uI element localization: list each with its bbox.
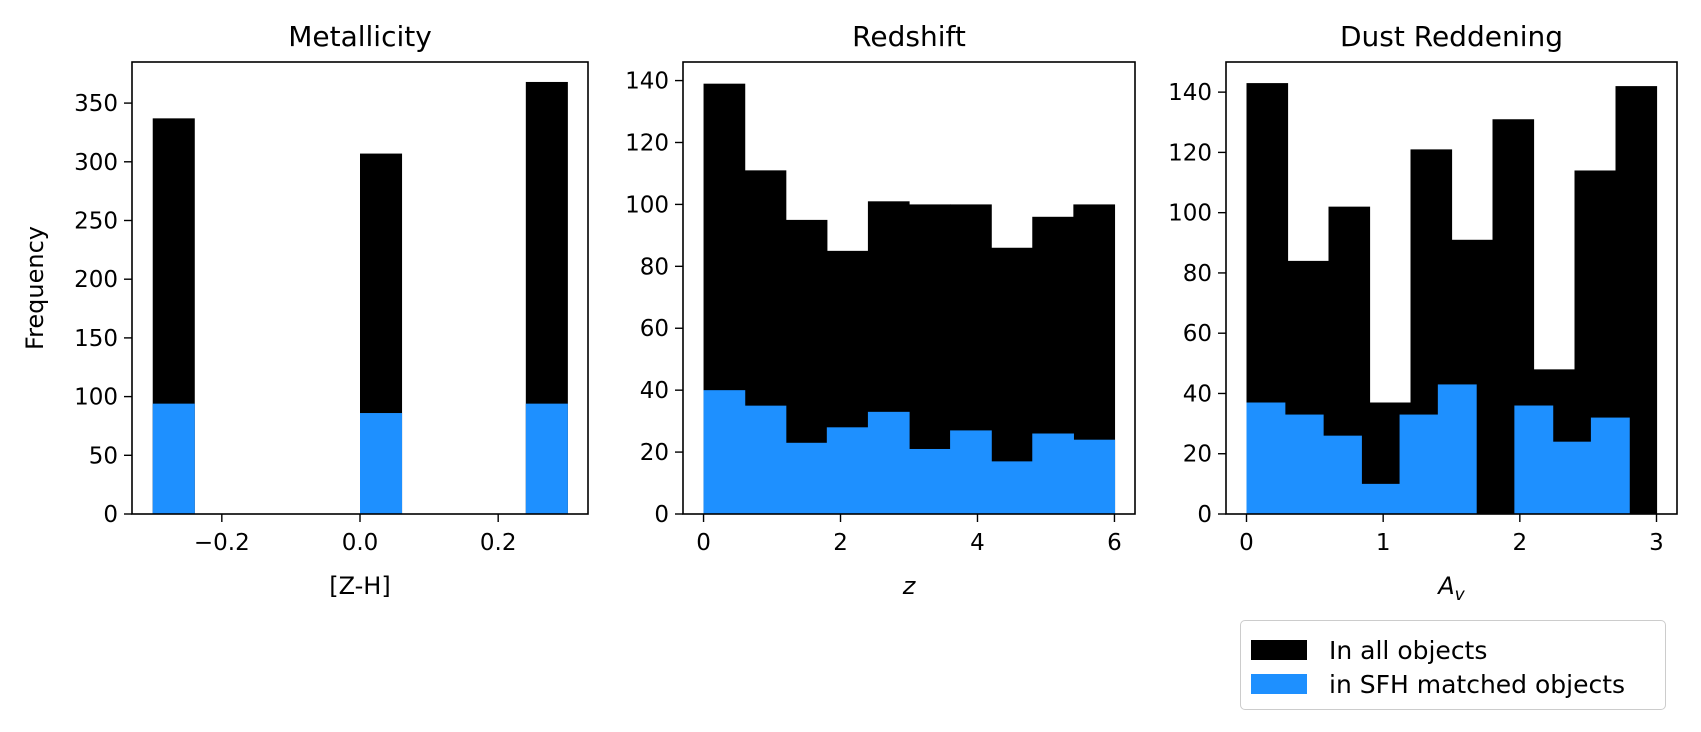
y-tick-label: 20 xyxy=(640,440,669,466)
y-tick-label: 20 xyxy=(1183,442,1212,468)
legend: In all objects in SFH matched objects xyxy=(1240,620,1666,710)
y-tick-label: 40 xyxy=(1183,381,1212,407)
bar-matched xyxy=(703,390,746,514)
y-tick-label: 80 xyxy=(640,254,669,280)
chart-title: Redshift xyxy=(852,20,966,53)
y-tick-label: 0 xyxy=(654,502,669,528)
bar-matched xyxy=(1073,439,1116,514)
bar-matched xyxy=(1590,417,1630,514)
bar-matched xyxy=(744,405,787,514)
y-tick-label: 150 xyxy=(74,326,118,352)
chart-panel-1: 0 50 100 150 200 250 300 350 −0.2 0.0 0.2 Metallici… xyxy=(74,20,589,600)
x-tick-label: 4 xyxy=(970,530,985,556)
bar-matched xyxy=(991,461,1033,514)
x-tick-label: 0 xyxy=(696,530,711,556)
bar-matched xyxy=(1514,405,1554,514)
y-tick-label: 100 xyxy=(625,192,669,218)
x-tick-label: 1 xyxy=(1376,530,1391,556)
y-tick-label: 350 xyxy=(74,91,118,117)
chart-panel-3: 0 20 40 60 80 100 120 140 0 1 2 3 Dust Reddening Av xyxy=(1168,20,1678,605)
bar-matched xyxy=(1284,414,1324,514)
legend-label-matched: in SFH matched objects xyxy=(1329,669,1626,699)
bar-matched xyxy=(525,403,568,514)
bar-matched xyxy=(152,403,195,514)
x-tick-label: 6 xyxy=(1107,530,1122,556)
legend-item-matched: in SFH matched objects xyxy=(1251,669,1625,699)
x-axis-label: Av xyxy=(1436,572,1465,605)
legend-label-all: In all objects xyxy=(1329,635,1488,665)
bar-matched xyxy=(826,427,869,514)
bar-matched xyxy=(360,413,403,514)
y-tick-label: 60 xyxy=(640,316,669,342)
bar-matched xyxy=(785,442,828,514)
legend-item-all: In all objects xyxy=(1251,635,1487,665)
y-tick-label: 0 xyxy=(103,502,118,528)
bar-matched xyxy=(1552,441,1592,514)
x-axis-label-subscript: v xyxy=(1455,585,1466,605)
y-axis-label: Frequency xyxy=(21,226,49,350)
y-tick-label: 120 xyxy=(625,130,669,156)
y-tick-label: 100 xyxy=(74,385,118,411)
y-tick-label: 140 xyxy=(625,69,669,95)
x-tick-label: −0.2 xyxy=(194,530,250,556)
y-tick-label: 200 xyxy=(74,267,118,293)
chart-title: Metallicity xyxy=(288,20,432,53)
bar-matched xyxy=(950,430,992,514)
x-tick-label: 0 xyxy=(1239,530,1254,556)
bar-matched xyxy=(1246,402,1286,514)
bar-matched xyxy=(1323,435,1362,514)
bar-matched xyxy=(867,411,910,514)
y-tick-label: 50 xyxy=(89,443,118,469)
x-tick-label: 0.0 xyxy=(342,530,379,556)
bar-matched xyxy=(1399,414,1439,514)
y-tick-label: 250 xyxy=(74,208,118,234)
legend-swatch-all xyxy=(1251,640,1307,660)
y-tick-label: 0 xyxy=(1197,502,1212,528)
y-tick-label: 100 xyxy=(1168,201,1212,227)
chart-panel-2: 0 20 40 60 80 100 120 140 0 2 4 6 Redshift z xyxy=(625,20,1136,600)
bar-matched xyxy=(1032,433,1074,514)
y-tick-label: 300 xyxy=(74,150,118,176)
bar-matched xyxy=(909,448,951,514)
bar-matched xyxy=(1361,483,1401,514)
y-tick-label: 40 xyxy=(640,378,669,404)
x-tick-label: 3 xyxy=(1649,530,1664,556)
y-tick-label: 120 xyxy=(1168,140,1212,166)
axes-frame xyxy=(682,61,1136,515)
bar-matched xyxy=(1437,384,1477,514)
axes-frame xyxy=(1225,61,1678,515)
x-tick-label: 0.2 xyxy=(480,530,517,556)
x-tick-label: 2 xyxy=(1513,530,1528,556)
y-tick-label: 80 xyxy=(1183,261,1212,287)
legend-swatch-matched xyxy=(1251,674,1307,694)
x-axis-label: [Z-H] xyxy=(329,572,390,600)
x-axis-label: z xyxy=(902,572,917,600)
y-tick-label: 60 xyxy=(1183,321,1212,347)
x-tick-label: 2 xyxy=(833,530,848,556)
y-tick-label: 140 xyxy=(1168,80,1212,106)
chart-title: Dust Reddening xyxy=(1340,20,1563,53)
